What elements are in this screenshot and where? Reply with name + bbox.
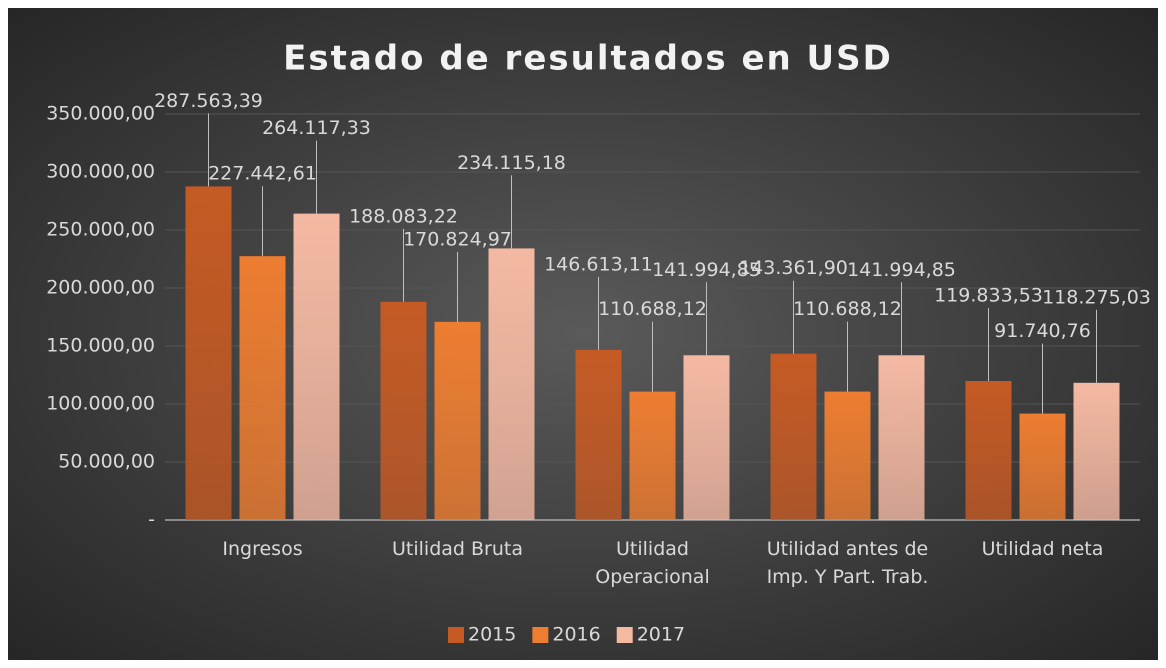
y-tick-label: 50.000,00: [58, 451, 155, 473]
y-tick-label: 150.000,00: [46, 335, 155, 357]
x-tick-label: Utilidad antes de Imp. Y Part. Trab.: [766, 538, 929, 588]
data-label: 287.563,39: [154, 90, 263, 112]
data-label: 146.613,11: [544, 253, 653, 275]
y-tick-label: 100.000,00: [46, 393, 155, 415]
x-tick-label: Utilidad Operacional: [595, 538, 710, 588]
chart-area: Estado de resultados en USD - 50.000,00 10…: [8, 8, 1158, 660]
bar: [488, 248, 535, 520]
data-label: 188.083,22: [349, 205, 458, 227]
y-tick-label: 200.000,00: [46, 277, 155, 299]
data-label: 143.361,90: [739, 257, 848, 279]
bar: [293, 213, 340, 520]
bar: [878, 355, 925, 520]
data-label: 234.115,18: [457, 152, 566, 174]
y-tick-label: -: [148, 509, 155, 531]
bar: [965, 380, 1012, 520]
bar: [770, 353, 817, 520]
x-tick-label: Utilidad neta: [981, 538, 1104, 560]
bar: [1073, 382, 1120, 520]
chart: Estado de resultados en USD - 50.000,00 10…: [46, 39, 1151, 646]
legend-label: 2016: [552, 624, 600, 646]
data-label: 227.442,61: [208, 163, 317, 185]
data-label: 119.833,53: [934, 284, 1043, 306]
bar: [683, 355, 730, 520]
y-tick-label: 250.000,00: [46, 219, 155, 241]
bar: [380, 301, 427, 520]
data-label: 141.994,85: [652, 259, 761, 281]
bar: [1019, 413, 1066, 520]
legend-swatch: [532, 627, 549, 643]
y-tick-label: 300.000,00: [46, 161, 155, 183]
data-label: 264.117,33: [262, 117, 371, 139]
x-tick-label: Ingresos: [222, 538, 303, 560]
data-label: 91.740,76: [994, 320, 1091, 342]
y-tick-label: 350.000,00: [46, 103, 155, 125]
legend-swatch: [448, 627, 464, 643]
bar: [434, 321, 481, 520]
data-label: 110.688,12: [598, 298, 707, 320]
x-tick-label: Utilidad Bruta: [392, 538, 523, 560]
bar: [575, 349, 622, 520]
bar: [185, 186, 232, 521]
legend-label: 2017: [637, 624, 685, 646]
bar: [239, 256, 286, 520]
legend-label: 2015: [468, 624, 516, 646]
legend-swatch: [616, 627, 633, 643]
data-label: 141.994,85: [847, 259, 956, 281]
data-label: 170.824,97: [403, 228, 512, 250]
chart-title: Estado de resultados en USD: [283, 39, 893, 79]
data-label: 110.688,12: [793, 298, 902, 320]
data-label: 118.275,03: [1042, 286, 1151, 308]
bar: [824, 391, 871, 520]
bar: [629, 391, 676, 520]
